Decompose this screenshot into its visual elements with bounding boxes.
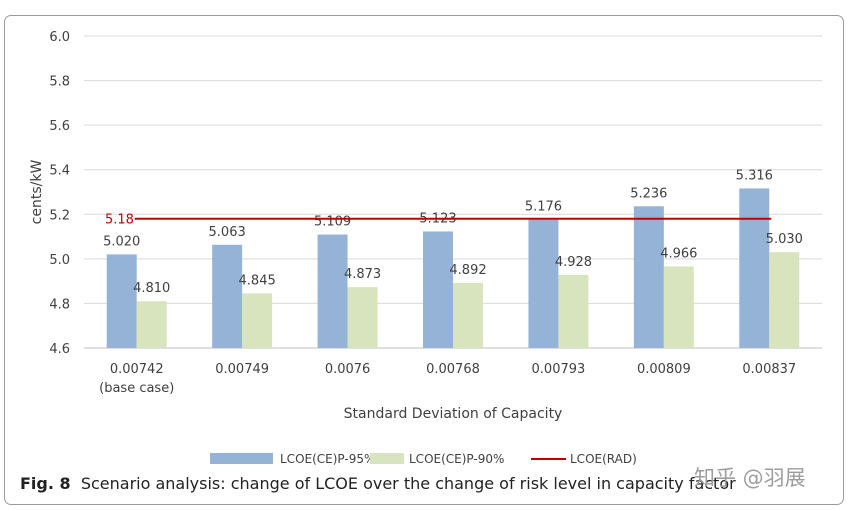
x-tick-label: 0.00809 (637, 362, 691, 377)
watermark: 知乎 @羽展 (694, 466, 806, 490)
bar-p95 (317, 234, 348, 348)
bar-p90 (453, 282, 483, 348)
y-tick-label: 6.0 (49, 30, 70, 45)
caption-label: Fig. 8 (20, 474, 71, 493)
legend-label-rad: LCOE(RAD) (570, 452, 637, 466)
bar-p90 (242, 293, 273, 348)
legend-label-p90: LCOE(CE)P-90% (409, 452, 504, 466)
figure-frame (4, 15, 844, 505)
data-label: 4.966 (660, 246, 697, 261)
bar-p90 (136, 301, 167, 348)
data-label: 5.176 (525, 200, 562, 215)
data-label: 4.810 (133, 281, 170, 296)
bar-p90 (558, 274, 589, 348)
y-tick-label: 4.6 (49, 342, 70, 357)
y-tick-label: 5.8 (49, 75, 70, 90)
data-label: 4.845 (239, 273, 276, 288)
x-axis-label: Standard Deviation of Capacity (344, 406, 563, 422)
bar-p95 (212, 244, 243, 348)
data-label: 5.020 (103, 234, 140, 249)
y-tick-label: 5.4 (49, 164, 70, 179)
data-label: 5.030 (766, 232, 803, 247)
legend-label-p95: LCOE(CE)P-95% (280, 452, 375, 466)
data-label: 5.063 (209, 225, 246, 240)
bar-p95 (633, 206, 664, 348)
bar-p95 (423, 231, 453, 348)
data-label: 4.873 (344, 267, 381, 282)
data-label: 4.892 (449, 263, 486, 278)
x-tick-label: 0.00793 (532, 362, 586, 377)
data-label: 5.236 (630, 186, 667, 201)
data-label: 4.928 (555, 255, 592, 270)
legend-swatch-p95 (210, 453, 273, 464)
y-tick-label: 5.2 (49, 208, 70, 223)
reference-line-label: 5.18 (105, 213, 134, 228)
x-tick-label: 0.00749 (215, 362, 269, 377)
x-tick-label: 0.00768 (426, 362, 480, 377)
legend-swatch-p90 (370, 453, 404, 464)
x-tick-label: 0.00742 (110, 362, 164, 377)
figure-caption: Fig. 8 Scenario analysis: change of LCOE… (20, 474, 736, 493)
y-axis-label: cents/kW (29, 160, 45, 225)
y-tick-label: 5.0 (49, 253, 70, 268)
bar-p90 (769, 252, 800, 348)
legend: LCOE(CE)P-95% LCOE(CE)P-90% LCOE(RAD) (210, 452, 637, 466)
x-tick-note: (base case) (99, 381, 174, 396)
y-tick-label: 5.6 (49, 119, 70, 134)
data-label: 5.316 (736, 168, 773, 183)
caption-text: Scenario analysis: change of LCOE over t… (80, 474, 736, 493)
bar-p95 (106, 254, 137, 348)
y-tick-label: 4.8 (49, 297, 70, 312)
data-label: 5.109 (314, 215, 351, 230)
bar-p90 (347, 287, 378, 348)
x-tick-label: 0.0076 (325, 362, 371, 377)
bar-p95 (528, 219, 559, 348)
x-tick-label: 0.00837 (742, 362, 796, 377)
bar-p95 (739, 188, 770, 348)
bar-p90 (663, 266, 694, 348)
